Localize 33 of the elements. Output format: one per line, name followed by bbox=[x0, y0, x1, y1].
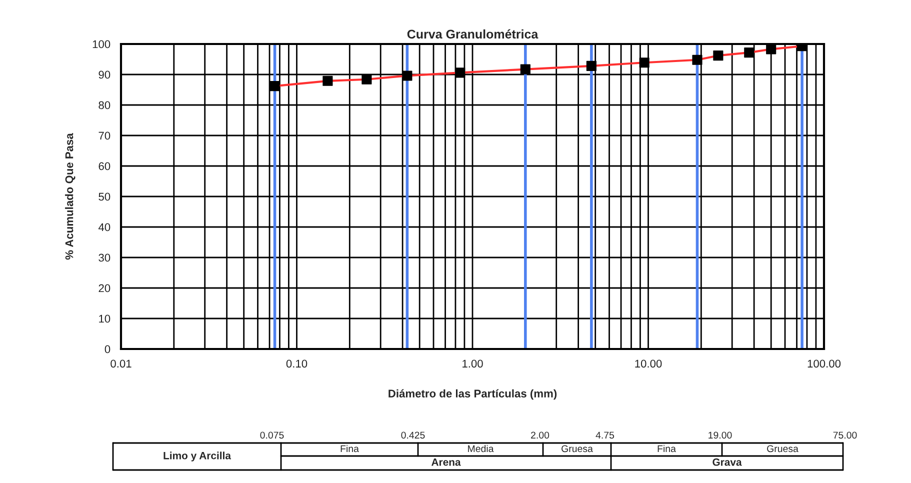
x-tick-label: 1.00 bbox=[462, 360, 483, 368]
y-tick-label: 90 bbox=[98, 70, 110, 79]
y-tick-label: 100 bbox=[92, 40, 110, 48]
text: 75.00 bbox=[833, 432, 857, 439]
text: Gruesa bbox=[562, 445, 593, 452]
text: Limo y Arcilla bbox=[164, 452, 232, 462]
text: Arena bbox=[431, 458, 461, 466]
text: 0.075 bbox=[260, 432, 284, 439]
y-tick-label: 40 bbox=[98, 223, 110, 232]
y-tick-label: 70 bbox=[98, 132, 110, 140]
x-tick-label: 0.01 bbox=[110, 360, 132, 368]
text: Fina bbox=[658, 444, 676, 452]
y-tick-label: 30 bbox=[98, 254, 110, 262]
chart-title: Curva Granulométrica bbox=[407, 29, 538, 39]
text: Grava bbox=[712, 458, 742, 466]
text: Gruesa bbox=[767, 445, 798, 452]
x-tick-label: 100.00 bbox=[808, 360, 841, 368]
y-tick-label: 0 bbox=[104, 345, 110, 354]
y-tick-label: 80 bbox=[98, 101, 110, 110]
y-tick-label: 10 bbox=[99, 314, 110, 323]
text: 19.00 bbox=[708, 432, 732, 439]
text: 0.425 bbox=[401, 432, 425, 439]
y-tick-label: 60 bbox=[98, 162, 110, 170]
y-tick-label: 20 bbox=[98, 284, 110, 292]
x-axis-title: Diámetro de las Partículas (mm) bbox=[388, 389, 557, 400]
text: Media bbox=[468, 444, 494, 452]
text: Fina bbox=[340, 444, 359, 452]
text: 4.75 bbox=[596, 432, 614, 439]
y-tick-label: 50 bbox=[98, 192, 110, 201]
x-tick-label: 10.00 bbox=[635, 360, 662, 368]
y-axis-title: % Acumulado Que Pasa bbox=[65, 133, 76, 260]
text: 2.00 bbox=[531, 432, 550, 439]
x-tick-label: 0.10 bbox=[286, 360, 308, 368]
